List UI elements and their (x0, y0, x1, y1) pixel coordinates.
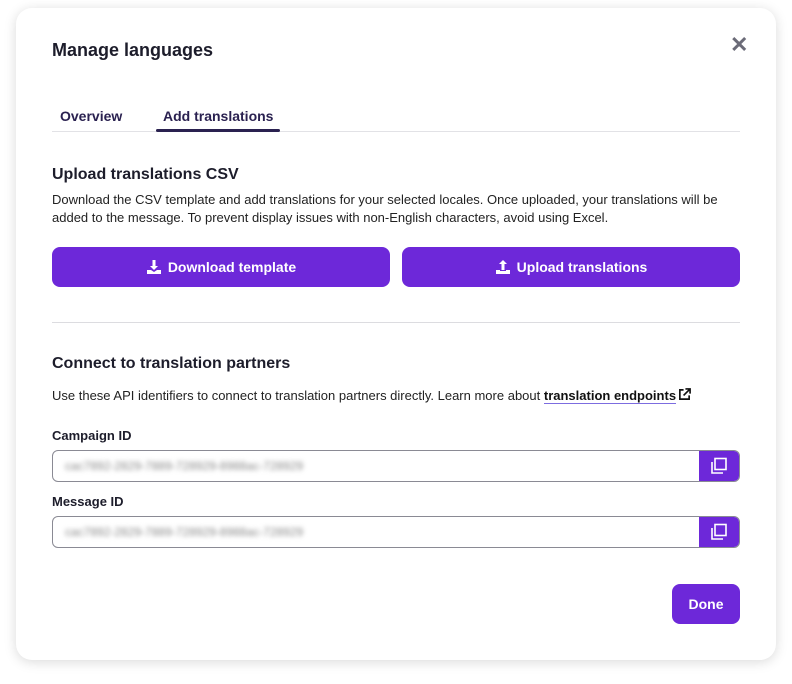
copy-icon (711, 523, 727, 540)
download-template-label: Download template (167, 259, 297, 275)
copy-campaign-id-button[interactable] (699, 451, 739, 481)
upload-description: Download the CSV template and add transl… (52, 192, 718, 225)
message-id-label: Message ID (52, 494, 124, 509)
done-button[interactable]: Done (672, 584, 740, 624)
dialog-title: Manage languages (52, 40, 214, 60)
tab-overview[interactable]: Overview (60, 108, 123, 124)
upload-icon (495, 260, 510, 274)
section-divider (52, 322, 740, 323)
download-template-button[interactable]: Download template (52, 247, 390, 287)
message-id-value[interactable]: cac7892-2829-7889-728929-8988ac-728929 (65, 525, 304, 539)
copy-icon (711, 457, 727, 474)
copy-message-id-button[interactable] (699, 517, 739, 547)
close-icon[interactable]: ✕ (730, 32, 749, 57)
upload-translations-label: Upload translations (516, 259, 648, 275)
partners-heading: Connect to translation partners (52, 355, 291, 372)
campaign-id-value[interactable]: cac7892-2829-7889-728929-8988ac-728929 (65, 459, 304, 473)
partners-description-row: Use these API identifiers to connect to … (52, 387, 752, 405)
external-link-icon[interactable] (678, 388, 691, 401)
partners-description: Use these API identifiers to connect to … (52, 388, 541, 403)
upload-translations-button[interactable]: Upload translations (402, 247, 740, 287)
tab-bar: Overview Add translations (52, 104, 740, 132)
upload-heading: Upload translations CSV (52, 166, 239, 183)
campaign-id-field[interactable]: cac7892-2829-7889-728929-8988ac-728929 (52, 450, 740, 482)
tab-add-translations[interactable]: Add translations (155, 108, 281, 132)
campaign-id-label: Campaign ID (52, 428, 132, 443)
manage-languages-dialog: Manage languages ✕ Overview Add translat… (16, 8, 776, 660)
download-icon (146, 260, 161, 274)
message-id-field[interactable]: cac7892-2829-7889-728929-8988ac-728929 (52, 516, 740, 548)
translation-endpoints-link[interactable]: translation endpoints (543, 388, 677, 404)
